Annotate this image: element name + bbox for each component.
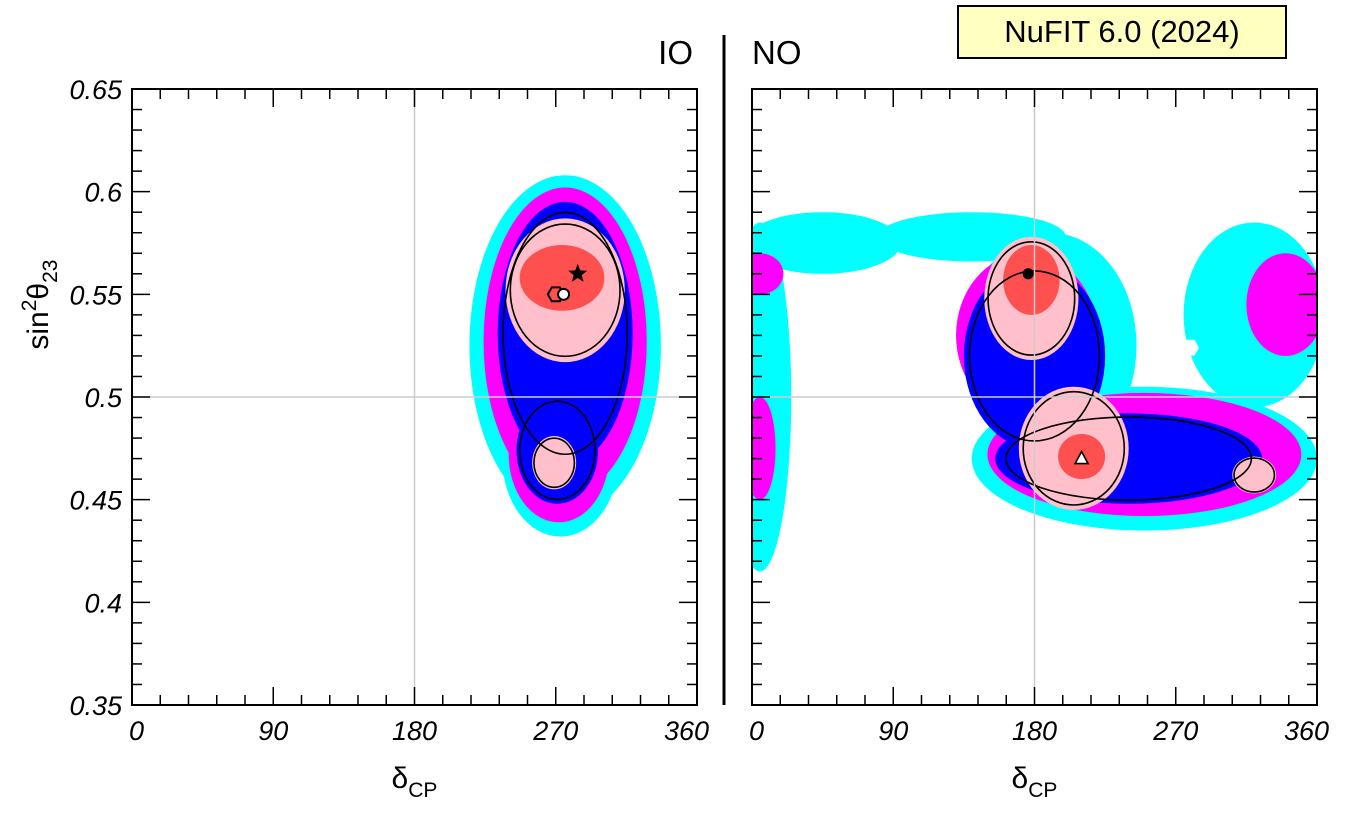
x-title-subscript: CP bbox=[408, 779, 437, 802]
io-xtick-label: 90 bbox=[258, 716, 288, 746]
io-marker-circle-open bbox=[557, 287, 571, 301]
no-region-3sigma-4 bbox=[1246, 253, 1317, 356]
no-xtick-label: 270 bbox=[1152, 716, 1198, 746]
x-title-base: δ bbox=[1012, 762, 1029, 795]
io-ytick-label: 0.35 bbox=[69, 691, 123, 721]
io-marker-hexagon bbox=[546, 286, 565, 303]
no-marker-hexagon-open bbox=[1180, 339, 1200, 356]
no-marker-circle-filled bbox=[1022, 268, 1034, 280]
io-y-axis-title: sin2θ23 bbox=[18, 260, 62, 350]
io-xtick-label: 360 bbox=[664, 716, 709, 746]
io-ytick-label: 0.65 bbox=[69, 75, 123, 105]
io-plot-area bbox=[132, 89, 697, 705]
io-xtick-label: 0 bbox=[129, 716, 144, 746]
io-contour-line-1sigma-1 bbox=[533, 437, 576, 489]
io-contour-line-2sigma-0 bbox=[502, 211, 629, 456]
version-badge: NuFIT 6.0 (2024) bbox=[957, 5, 1287, 59]
io-ytick-label: 0.45 bbox=[69, 486, 123, 516]
io-contour-line-1sigma-0 bbox=[509, 223, 621, 358]
y-title-superscript: 2 bbox=[18, 300, 41, 312]
io-region-1sigma-1 bbox=[532, 436, 577, 490]
io-x-axis-title: δCP bbox=[392, 762, 438, 802]
y-title-theta: θ bbox=[22, 283, 55, 300]
no-xtick-label: 90 bbox=[878, 716, 908, 746]
no-region-3sigma-0 bbox=[752, 253, 784, 295]
io-xtick-label: 270 bbox=[532, 716, 578, 746]
no-marker-triangle-open bbox=[1073, 449, 1090, 465]
x-title-subscript: CP bbox=[1028, 779, 1057, 802]
io-contour-line-2sigma-1 bbox=[518, 400, 596, 501]
no-region-1sigma-2 bbox=[1232, 456, 1277, 494]
io-ytick-label: 0.4 bbox=[84, 588, 122, 618]
y-title-base: sin bbox=[22, 311, 55, 349]
no-region-3sigma-1 bbox=[752, 397, 776, 500]
io-marker-star bbox=[568, 263, 588, 282]
no-contour-line-1sigma-0 bbox=[987, 240, 1076, 356]
io-region-90pct-0 bbox=[519, 245, 605, 311]
no-contour-line-1sigma-2 bbox=[1233, 457, 1276, 493]
io-xtick-label: 180 bbox=[392, 716, 437, 746]
x-title-base: δ bbox=[392, 762, 409, 795]
no-xtick-label: 0 bbox=[749, 716, 764, 746]
y-title-subscript: 23 bbox=[39, 260, 62, 283]
no-panel-title: NO bbox=[752, 34, 802, 71]
no-region-99pct-0 bbox=[752, 212, 902, 274]
no-contour-line-1sigma-1 bbox=[1022, 390, 1126, 506]
io-panel-title: IO bbox=[658, 34, 693, 71]
no-xtick-label: 180 bbox=[1012, 716, 1057, 746]
no-xtick-label: 360 bbox=[1284, 716, 1329, 746]
axes: 0 90 180 270 3600.350.40.450.50.550.60.65δCP… bbox=[18, 75, 1329, 802]
no-x-axis-title: δCP bbox=[1012, 762, 1058, 802]
no-plot-area bbox=[752, 89, 1317, 705]
io-ytick-label: 0.5 bbox=[84, 383, 123, 413]
no-region-90pct-0 bbox=[1003, 245, 1060, 315]
io-ytick-label: 0.6 bbox=[84, 178, 123, 208]
io-ytick-label: 0.55 bbox=[69, 280, 123, 310]
